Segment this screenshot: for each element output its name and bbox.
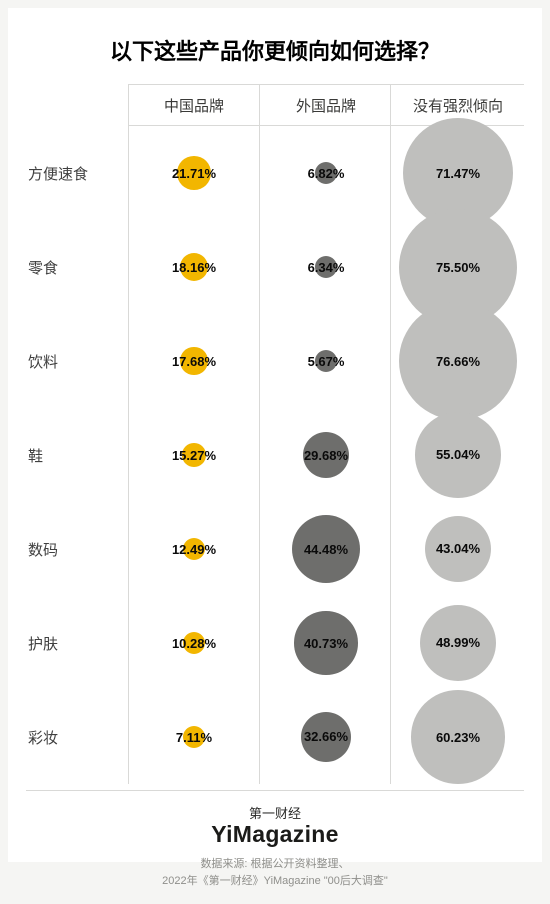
bubble: 43.04% — [425, 516, 492, 583]
row-label: 方便速食 — [26, 163, 128, 184]
bubble-value: 43.04% — [436, 541, 480, 556]
bubble-cell: 40.73% — [260, 596, 392, 690]
bubble: 32.66% — [301, 712, 352, 763]
source-line: 数据来源: 根据公开资料整理、 — [26, 856, 524, 873]
header-spacer — [26, 84, 128, 126]
bubble-value: 5.67% — [308, 354, 345, 369]
bubble: 29.68% — [303, 432, 349, 478]
bubble-cell: 6.82% — [260, 126, 392, 220]
bubble-value: 7.11% — [176, 730, 212, 745]
source-line: 2022年《第一财经》YiMagazine "00后大调查" — [26, 873, 524, 890]
data-source: 数据来源: 根据公开资料整理、 2022年《第一财经》YiMagazine "0… — [26, 856, 524, 890]
footer: 第一财经 YiMagazine 数据来源: 根据公开资料整理、 2022年《第一… — [26, 790, 524, 904]
bubble-cell: 29.68% — [260, 408, 392, 502]
bubble-value: 18.16% — [172, 260, 216, 275]
bubble-cell: 32.66% — [260, 690, 392, 784]
bubble-cell: 48.99% — [392, 596, 524, 690]
bubble-value: 75.50% — [436, 260, 480, 275]
table-row: 零食 18.16% 6.34% 75.50% — [26, 220, 524, 314]
bubble: 60.23% — [411, 690, 504, 783]
table-row: 鞋 15.27% 29.68% 55.04% — [26, 408, 524, 502]
bubble-value: 71.47% — [436, 166, 480, 181]
row-label: 鞋 — [26, 445, 128, 466]
brand-cn: 第一财经 — [26, 803, 524, 822]
bubble-value: 48.99% — [436, 635, 480, 650]
bubble-value: 17.68% — [172, 354, 216, 369]
bubble-cell: 18.16% — [128, 220, 260, 314]
bubble-value: 55.04% — [436, 447, 480, 462]
row-label: 饮料 — [26, 351, 128, 372]
bubble-cell: 71.47% — [392, 126, 524, 220]
bubble-value: 32.66% — [304, 729, 348, 744]
bubble-cell: 43.04% — [392, 502, 524, 596]
bubble-cell: 12.49% — [128, 502, 260, 596]
row-label: 护肤 — [26, 633, 128, 654]
bubble-value: 12.49% — [172, 542, 216, 557]
bubble-cell: 76.66% — [392, 314, 524, 408]
bubble-cell: 55.04% — [392, 408, 524, 502]
bubble-value: 15.27% — [172, 448, 216, 463]
column-header: 中国品牌 — [128, 84, 260, 126]
row-label: 彩妆 — [26, 727, 128, 748]
bubble-cell: 5.67% — [260, 314, 392, 408]
bubble-value: 76.66% — [436, 354, 480, 369]
bubble: 55.04% — [415, 412, 500, 497]
row-label: 零食 — [26, 257, 128, 278]
bubble-value: 21.71% — [172, 166, 216, 181]
table-row: 彩妆 7.11% 32.66% 60.23% — [26, 690, 524, 784]
bubble-value: 10.28% — [172, 636, 216, 651]
bubble-value: 6.34% — [308, 260, 345, 275]
bubble-cell: 17.68% — [128, 314, 260, 408]
row-label: 数码 — [26, 539, 128, 560]
chart-area: 中国品牌 外国品牌 没有强烈倾向 方便速食21.71%6.82%71.47%零食… — [8, 84, 542, 784]
bubble-value: 44.48% — [304, 542, 348, 557]
bubble-rows: 方便速食 21.71% 6.82% 71.47% 零食 18.16% 6.34% 75.50%… — [26, 126, 524, 784]
bubble-cell: 21.71% — [128, 126, 260, 220]
bubble-value: 6.82% — [308, 166, 345, 181]
bubble-cell: 10.28% — [128, 596, 260, 690]
table-row: 方便速食 21.71% 6.82% 71.47% — [26, 126, 524, 220]
bubble: 76.66% — [399, 302, 518, 421]
bubble-cell: 44.48% — [260, 502, 392, 596]
bubble-cell: 75.50% — [392, 220, 524, 314]
column-header: 外国品牌 — [260, 84, 392, 126]
bubble: 44.48% — [292, 515, 361, 584]
bubble-value: 40.73% — [304, 636, 348, 651]
bubble-cell: 6.34% — [260, 220, 392, 314]
bubble-cell: 60.23% — [392, 690, 524, 784]
infographic-card: 以下这些产品你更倾向如何选择？ 中国品牌 外国品牌 没有强烈倾向 方便速食21.… — [8, 8, 542, 862]
table-row: 护肤 10.28% 40.73% 48.99% — [26, 596, 524, 690]
bubble-cell: 7.11% — [128, 690, 260, 784]
table-row: 饮料 17.68% 5.67% 76.66% — [26, 314, 524, 408]
table-row: 数码 12.49% 44.48% 43.04% — [26, 502, 524, 596]
bubble-cell: 15.27% — [128, 408, 260, 502]
bubble-value: 29.68% — [304, 448, 348, 463]
bubble-value: 60.23% — [436, 730, 480, 745]
brand-en: YiMagazine — [26, 822, 524, 846]
bubble: 48.99% — [420, 605, 496, 681]
bubble: 40.73% — [294, 611, 357, 674]
chart-title: 以下这些产品你更倾向如何选择？ — [8, 8, 542, 84]
